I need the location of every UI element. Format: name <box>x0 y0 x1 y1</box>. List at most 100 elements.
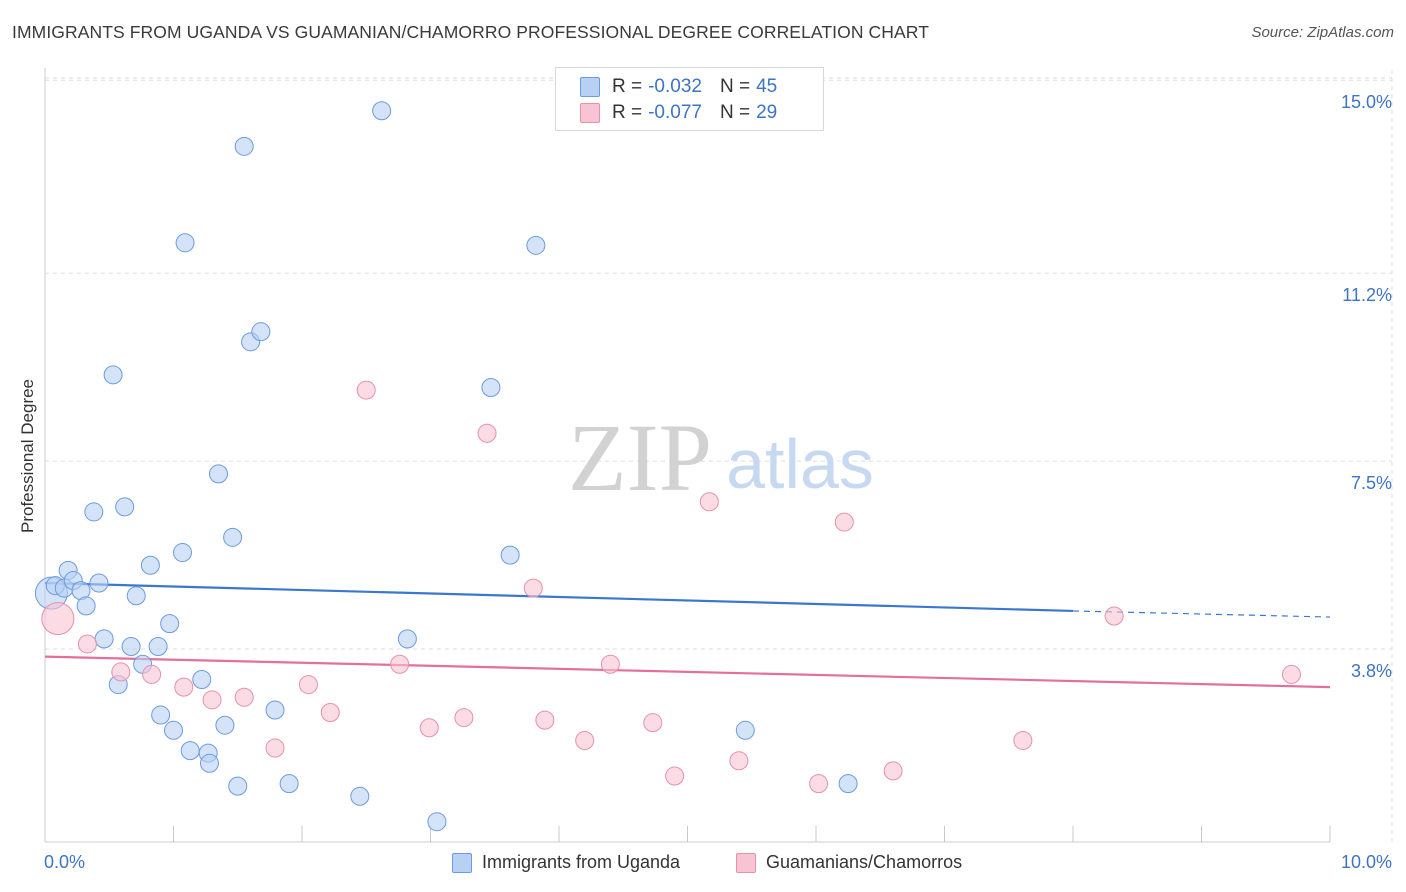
data-point-pink <box>174 677 194 697</box>
trend-line-extension-blue <box>1072 610 1331 618</box>
uganda-swatch <box>452 852 472 873</box>
data-point-blue <box>160 614 180 634</box>
data-point-blue <box>164 720 183 740</box>
legend-label: Immigrants from Uganda <box>482 852 681 872</box>
n-label: N = <box>719 76 751 97</box>
x-tick-label: 0.0% <box>44 852 86 872</box>
y-tick-label: 7.5% <box>1350 473 1392 494</box>
data-point-pink <box>356 380 376 400</box>
data-point-blue <box>228 776 248 796</box>
data-point-pink <box>234 687 254 707</box>
data-point-pink <box>298 675 318 695</box>
data-point-pink <box>390 654 410 674</box>
gridlines <box>45 70 1393 842</box>
r-value: -0.077 <box>648 102 702 123</box>
data-point-blue <box>397 629 417 649</box>
data-point-pink <box>320 703 340 723</box>
data-point-pink <box>454 708 474 728</box>
data-point-blue <box>265 700 285 720</box>
data-point-pink <box>535 710 555 730</box>
data-point-pink <box>809 774 829 794</box>
data-point-pink <box>834 512 854 532</box>
trend-line-pink <box>44 655 1331 689</box>
data-point-blue <box>481 378 501 398</box>
data-point-pink <box>1281 664 1301 684</box>
data-point-pink <box>419 718 439 738</box>
n-value: 45 <box>756 76 778 97</box>
n-value: 29 <box>756 102 778 123</box>
data-point-blue <box>350 786 370 806</box>
data-point-blue <box>199 753 219 773</box>
data-point-blue <box>94 629 114 649</box>
data-point-pink <box>600 654 620 674</box>
data-point-blue <box>115 497 135 517</box>
r-label: R = <box>612 76 643 97</box>
data-point-pink <box>111 662 131 682</box>
data-point-blue <box>223 527 243 547</box>
data-point-blue <box>89 573 109 593</box>
chart-title: IMMIGRANTS FROM UGANDA VS GUAMANIAN/CHAM… <box>12 22 930 42</box>
data-point-blue <box>215 715 235 735</box>
x-tick-label: 10.0% <box>1340 852 1392 872</box>
stats-row-uganda: R = -0.032 N = 45 <box>580 74 777 100</box>
data-point-blue <box>838 774 858 794</box>
data-point-pink <box>41 602 75 636</box>
data-point-blue <box>251 322 271 342</box>
data-point-blue <box>208 464 228 484</box>
correlation-stats-box: R = -0.032 N = 45 R = -0.077 N = 29 <box>555 67 824 131</box>
data-point-blue <box>148 637 168 656</box>
trend-line-blue <box>44 581 1074 613</box>
data-point-pink <box>265 738 285 758</box>
y-tick-label: 15.0% <box>1340 92 1392 113</box>
data-point-pink <box>477 423 497 443</box>
data-point-blue <box>180 741 200 761</box>
trend-lines <box>44 581 1331 689</box>
data-point-pink <box>883 761 903 781</box>
legend-item-uganda[interactable]: Immigrants from Uganda <box>452 852 680 873</box>
data-point-pink <box>729 751 749 771</box>
data-point-blue <box>140 555 160 575</box>
data-point-pink <box>699 492 719 512</box>
data-point-blue <box>76 596 96 616</box>
data-points <box>34 101 1301 832</box>
uganda-swatch <box>580 77 600 97</box>
data-point-pink <box>523 578 543 598</box>
chart-legend: Immigrants from Uganda Guamanians/Chamor… <box>0 852 1406 878</box>
legend-label: Guamanians/Chamorros <box>766 852 963 872</box>
data-point-blue <box>500 545 520 565</box>
r-value: -0.032 <box>648 76 702 97</box>
data-point-pink <box>202 690 222 710</box>
r-label: R = <box>612 102 643 123</box>
data-point-blue <box>103 365 123 385</box>
legend-item-guamanian[interactable]: Guamanians/Chamorros <box>736 852 962 873</box>
data-point-blue <box>234 136 254 156</box>
data-point-blue <box>526 235 546 255</box>
y-tick-label: 3.8% <box>1350 661 1392 682</box>
data-point-pink <box>643 713 663 733</box>
data-point-blue <box>84 502 104 522</box>
data-point-blue <box>175 233 195 253</box>
data-point-blue <box>172 543 192 563</box>
source-label: Source: ZipAtlas.com <box>1251 24 1394 41</box>
guamanian-swatch <box>736 852 756 873</box>
data-point-blue <box>126 586 146 606</box>
watermark-zip: ZIP <box>568 404 712 511</box>
data-point-blue <box>151 705 171 725</box>
data-point-pink <box>142 664 162 684</box>
watermark-atlas: atlas <box>726 425 874 503</box>
data-point-pink <box>1013 730 1033 750</box>
data-point-blue <box>279 774 299 794</box>
guamanian-swatch <box>580 103 600 123</box>
data-point-pink <box>1104 606 1124 626</box>
data-point-blue <box>372 101 392 121</box>
data-point-blue <box>427 812 447 832</box>
data-point-pink <box>77 634 97 654</box>
y-tick-label: 11.2% <box>1342 285 1392 306</box>
stats-row-guamanian: R = -0.077 N = 29 <box>580 100 777 126</box>
data-point-pink <box>575 730 595 750</box>
data-point-blue <box>735 720 755 740</box>
n-label: N = <box>719 102 751 123</box>
data-point-blue <box>192 670 212 690</box>
data-point-blue <box>121 637 141 656</box>
